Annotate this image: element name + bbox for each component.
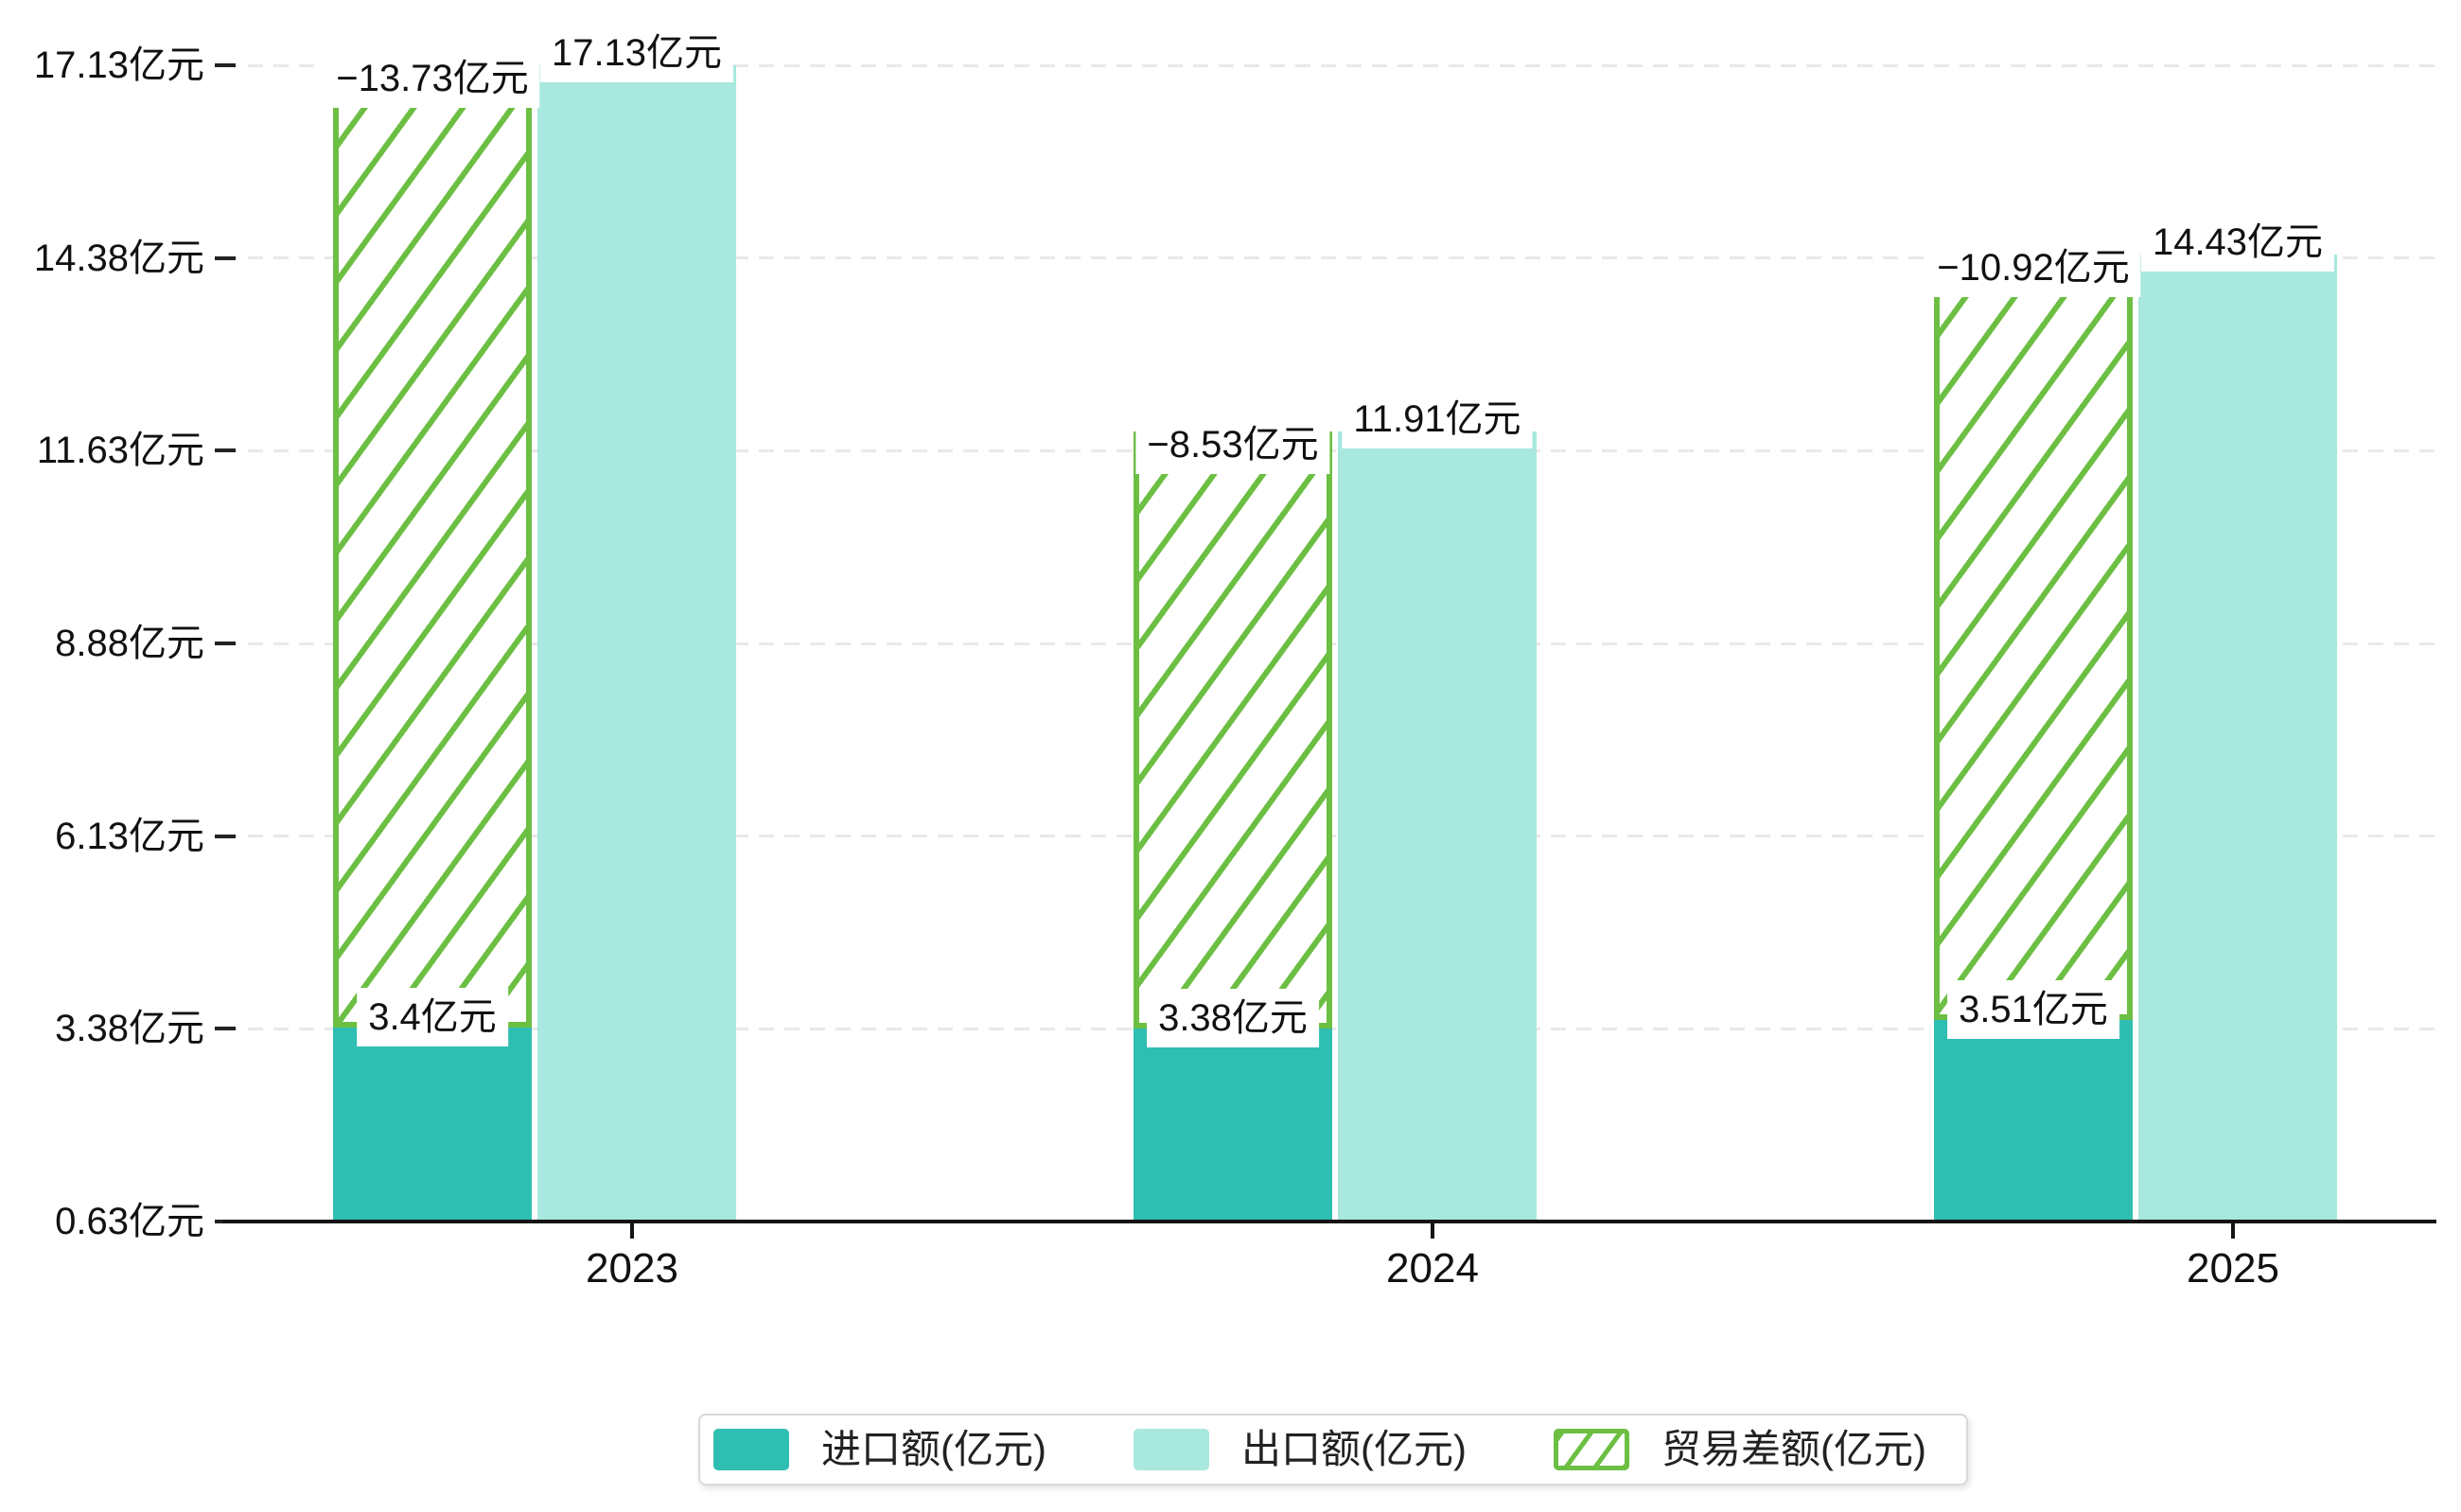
x-axis-tick-label: 2024	[1386, 1245, 1479, 1292]
y-axis-tick-label: 6.13亿元	[55, 815, 204, 857]
export-value-label: 17.13亿元	[539, 24, 734, 83]
y-axis-tick	[215, 1027, 236, 1031]
export-bar[interactable]	[1338, 431, 1537, 1222]
import-bar[interactable]	[1134, 1029, 1332, 1222]
balance-value-label: −10.92亿元	[1925, 238, 2141, 297]
import-value-label: 3.4亿元	[357, 987, 508, 1046]
y-axis-tick	[215, 448, 236, 453]
gridline	[222, 63, 2436, 67]
legend: 进口额(亿元) 出口额(亿元) 贸易差额(亿元)	[698, 1414, 1968, 1486]
legend-label-import: 进口额(亿元)	[821, 1427, 1046, 1471]
balance-hatched-swatch-icon	[1553, 1429, 1629, 1470]
export-swatch-icon	[1133, 1429, 1209, 1470]
y-axis-tick-label: 11.63亿元	[36, 430, 204, 472]
legend-label-balance: 贸易差额(亿元)	[1661, 1427, 1926, 1471]
y-axis-tick	[215, 255, 236, 260]
balance-value-label: −8.53亿元	[1135, 414, 1330, 474]
import-swatch-icon	[713, 1429, 789, 1470]
import-bar[interactable]	[333, 1027, 532, 1222]
y-axis-tick-label: 3.38亿元	[55, 1008, 204, 1050]
export-value-label: 14.43亿元	[2140, 213, 2335, 272]
trade-balance-bar[interactable]	[333, 65, 532, 1028]
export-bar[interactable]	[537, 65, 736, 1222]
y-axis-tick-label: 14.38亿元	[33, 237, 204, 279]
y-axis-tick	[215, 63, 236, 68]
trade-balance-bar[interactable]	[1934, 255, 2133, 1020]
y-axis-tick	[215, 834, 236, 838]
export-value-label: 11.91亿元	[1342, 389, 1533, 448]
x-axis-tick	[630, 1222, 634, 1239]
trade-balance-bar[interactable]	[1134, 431, 1332, 1029]
legend-item-export[interactable]: 出口额(亿元)	[1133, 1427, 1467, 1472]
y-axis-tick-label: 0.63亿元	[55, 1201, 204, 1242]
y-axis-tick	[215, 642, 236, 646]
legend-item-balance[interactable]: 贸易差额(亿元)	[1553, 1427, 1926, 1472]
import-value-label: 3.38亿元	[1147, 989, 1319, 1048]
legend-item-import[interactable]: 进口额(亿元)	[713, 1427, 1046, 1472]
import-bar[interactable]	[1934, 1019, 2133, 1222]
x-axis-line	[222, 1220, 2436, 1223]
balance-value-label: −13.73亿元	[325, 49, 540, 109]
export-bar[interactable]	[2138, 255, 2337, 1222]
x-axis-tick	[2231, 1222, 2235, 1239]
legend-label-export: 出口额(亿元)	[1240, 1427, 1467, 1471]
x-axis-tick	[1431, 1222, 1434, 1239]
x-axis-tick-label: 2025	[2187, 1245, 2279, 1292]
x-axis-tick-label: 2023	[586, 1245, 678, 1292]
y-axis-tick-label: 17.13亿元	[33, 44, 204, 87]
import-value-label: 3.51亿元	[1947, 979, 2119, 1039]
y-axis-tick-label: 8.88亿元	[55, 623, 204, 665]
gridline	[222, 256, 2436, 260]
